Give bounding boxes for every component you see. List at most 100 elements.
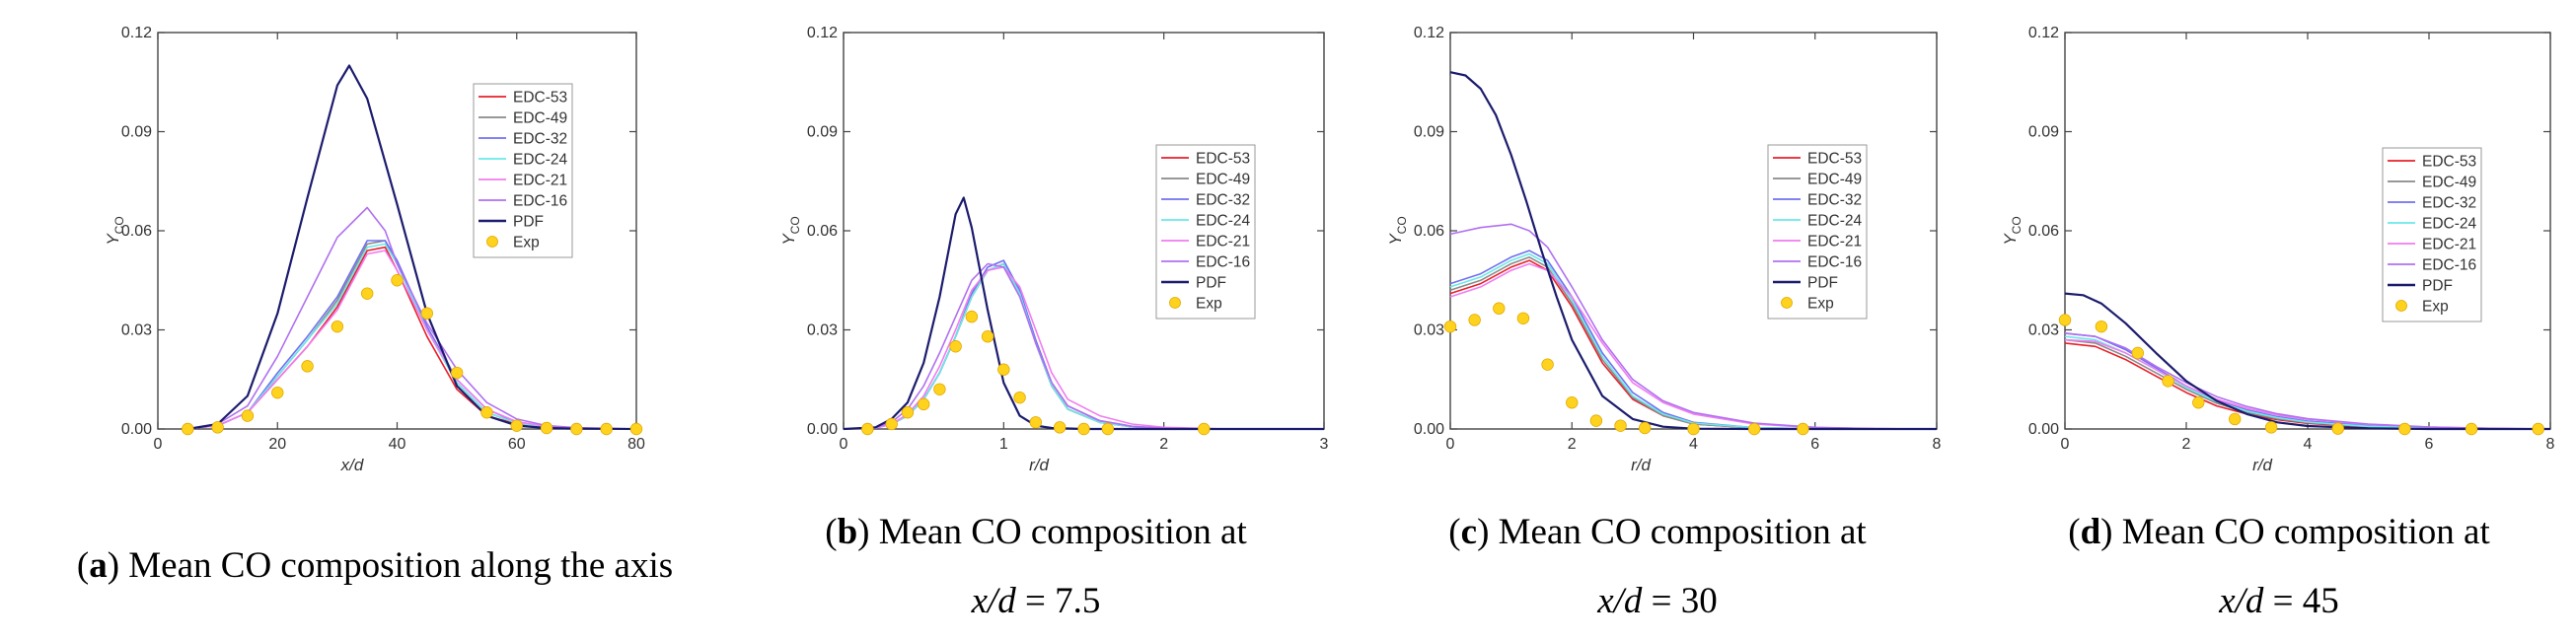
point-a-exp xyxy=(570,422,583,436)
point-b-exp xyxy=(861,422,874,436)
point-a-exp xyxy=(301,360,314,373)
y-tick-label-b: 0.12 xyxy=(807,25,838,41)
point-b-exp xyxy=(901,406,915,419)
point-a-exp xyxy=(211,421,224,434)
y-axis-title-main-b: Y xyxy=(779,233,798,246)
legend-label-a-edc-49: EDC-49 xyxy=(513,110,567,127)
legend-box-c xyxy=(1767,144,1868,320)
legend-box-d xyxy=(2382,147,2482,322)
point-c-exp xyxy=(1747,422,1761,436)
point-d-exp xyxy=(2398,422,2411,436)
x-tick-label-c: 8 xyxy=(1933,436,1942,453)
point-b-exp xyxy=(981,330,994,343)
x-tick-label-a: 20 xyxy=(268,436,286,453)
y-tick-label-c: 0.09 xyxy=(1414,124,1444,141)
y-tick-label-a: 0.12 xyxy=(121,25,152,41)
y-tick-label-c: 0.03 xyxy=(1414,322,1444,339)
series-line-b-pdf xyxy=(843,196,1324,431)
point-c-exp xyxy=(1589,414,1603,427)
caption-c-value: = 30 xyxy=(1651,581,1718,621)
y-tick-label-a: 0.03 xyxy=(121,322,152,339)
series-line-d-pdf xyxy=(2064,292,2550,431)
point-a-exp xyxy=(600,422,613,436)
legend-label-a-pdf: PDF xyxy=(513,214,544,231)
legend-label-a-edc-16: EDC-16 xyxy=(513,193,567,210)
legend-label-c-exp: Exp xyxy=(1807,296,1834,313)
legend-label-c-edc-21: EDC-21 xyxy=(1807,234,1862,250)
y-axis-title-c: YCO xyxy=(1386,216,1409,245)
point-d-exp xyxy=(2131,346,2145,360)
y-axis-title-main-d: Y xyxy=(2001,233,2020,246)
legend-label-c-edc-24: EDC-24 xyxy=(1807,213,1863,230)
point-c-exp xyxy=(1687,422,1700,436)
point-d-exp xyxy=(2095,320,2108,333)
legend-label-d-edc-49: EDC-49 xyxy=(2422,175,2476,191)
y-axis-title-sub-b: CO xyxy=(788,216,802,234)
legend-label-a-edc-21: EDC-21 xyxy=(513,173,567,189)
caption-c-var: x/d xyxy=(1597,581,1643,621)
legend-label-b-pdf: PDF xyxy=(1196,275,1226,292)
legend-box-a xyxy=(473,83,573,258)
y-axis-title-main-a: Y xyxy=(104,233,122,246)
legend-label-b-edc-53: EDC-53 xyxy=(1196,151,1250,168)
legend-marker-a-exp xyxy=(486,236,498,248)
legend-label-d-pdf: PDF xyxy=(2422,278,2453,295)
y-tick-label-b: 0.03 xyxy=(807,322,838,339)
point-a-exp xyxy=(540,421,553,435)
caption-c-line2: x/d = 30 xyxy=(1381,580,1934,622)
legend-label-c-edc-32: EDC-32 xyxy=(1807,192,1862,209)
point-b-exp xyxy=(1029,416,1043,429)
legend-label-d-exp: Exp xyxy=(2422,299,2449,316)
legend-label-b-edc-49: EDC-49 xyxy=(1196,172,1250,188)
x-tick-label-a: 0 xyxy=(154,436,163,453)
x-tick-label-a: 80 xyxy=(627,436,645,453)
x-tick-label-c: 2 xyxy=(1568,436,1577,453)
x-tick-label-b: 1 xyxy=(999,436,1008,453)
legend-box-b xyxy=(1155,144,1256,320)
point-b-exp xyxy=(1077,422,1090,436)
caption-d-text: Mean CO composition at xyxy=(2121,512,2490,552)
panel-c: 0.00 0.03 0.06 0.09 0.12 0 2 4 6 8 r/d YCO EDC-53 EDC… xyxy=(1386,25,1942,474)
x-axis-title-d: r/d xyxy=(2252,456,2272,474)
y-tick-label-c: 0.00 xyxy=(1414,421,1444,438)
point-a-exp xyxy=(271,386,284,399)
legend-label-c-edc-16: EDC-16 xyxy=(1807,254,1862,271)
caption-c-text: Mean CO composition at xyxy=(1498,512,1867,552)
legend-marker-c-exp xyxy=(1781,297,1793,309)
point-c-exp xyxy=(1468,314,1481,326)
point-b-exp xyxy=(1053,421,1067,434)
y-axis-title-d: YCO xyxy=(2001,216,2024,245)
legend-label-b-edc-16: EDC-16 xyxy=(1196,254,1250,271)
series-line-c-pdf xyxy=(1449,71,1937,431)
legend-label-a-edc-32: EDC-32 xyxy=(513,131,567,148)
legend-marker-b-exp xyxy=(1169,297,1181,309)
x-tick-label-a: 40 xyxy=(389,436,406,453)
y-tick-label-b: 0.00 xyxy=(807,421,838,438)
x-tick-label-a: 60 xyxy=(508,436,526,453)
y-axis-title-main-c: Y xyxy=(1386,233,1405,246)
y-tick-label-a: 0.06 xyxy=(121,223,152,240)
y-tick-label-c: 0.06 xyxy=(1414,223,1444,240)
point-c-exp xyxy=(1493,302,1506,315)
series-line-a-edc-24 xyxy=(187,243,637,430)
y-tick-label-a: 0.00 xyxy=(121,421,152,438)
x-tick-label-c: 0 xyxy=(1446,436,1455,453)
legend-marker-d-exp xyxy=(2395,300,2407,312)
point-a-exp xyxy=(360,287,374,300)
point-d-exp xyxy=(2162,375,2174,388)
x-axis-title-b: r/d xyxy=(1029,456,1049,474)
legend-label-a-edc-24: EDC-24 xyxy=(513,152,568,169)
point-c-exp xyxy=(1566,396,1579,409)
series-line-a-edc-16 xyxy=(187,206,637,430)
caption-c-letter: c xyxy=(1460,512,1478,552)
legend-label-b-edc-24: EDC-24 xyxy=(1196,213,1251,230)
point-a-exp xyxy=(182,422,194,436)
point-d-exp xyxy=(2264,421,2278,434)
point-a-exp xyxy=(241,409,255,422)
y-tick-label-d: 0.00 xyxy=(2028,421,2059,438)
point-b-exp xyxy=(885,417,898,431)
legend-label-d-edc-21: EDC-21 xyxy=(2422,237,2476,253)
x-tick-label-c: 4 xyxy=(1689,436,1698,453)
x-axis-title-c: r/d xyxy=(1631,456,1651,474)
